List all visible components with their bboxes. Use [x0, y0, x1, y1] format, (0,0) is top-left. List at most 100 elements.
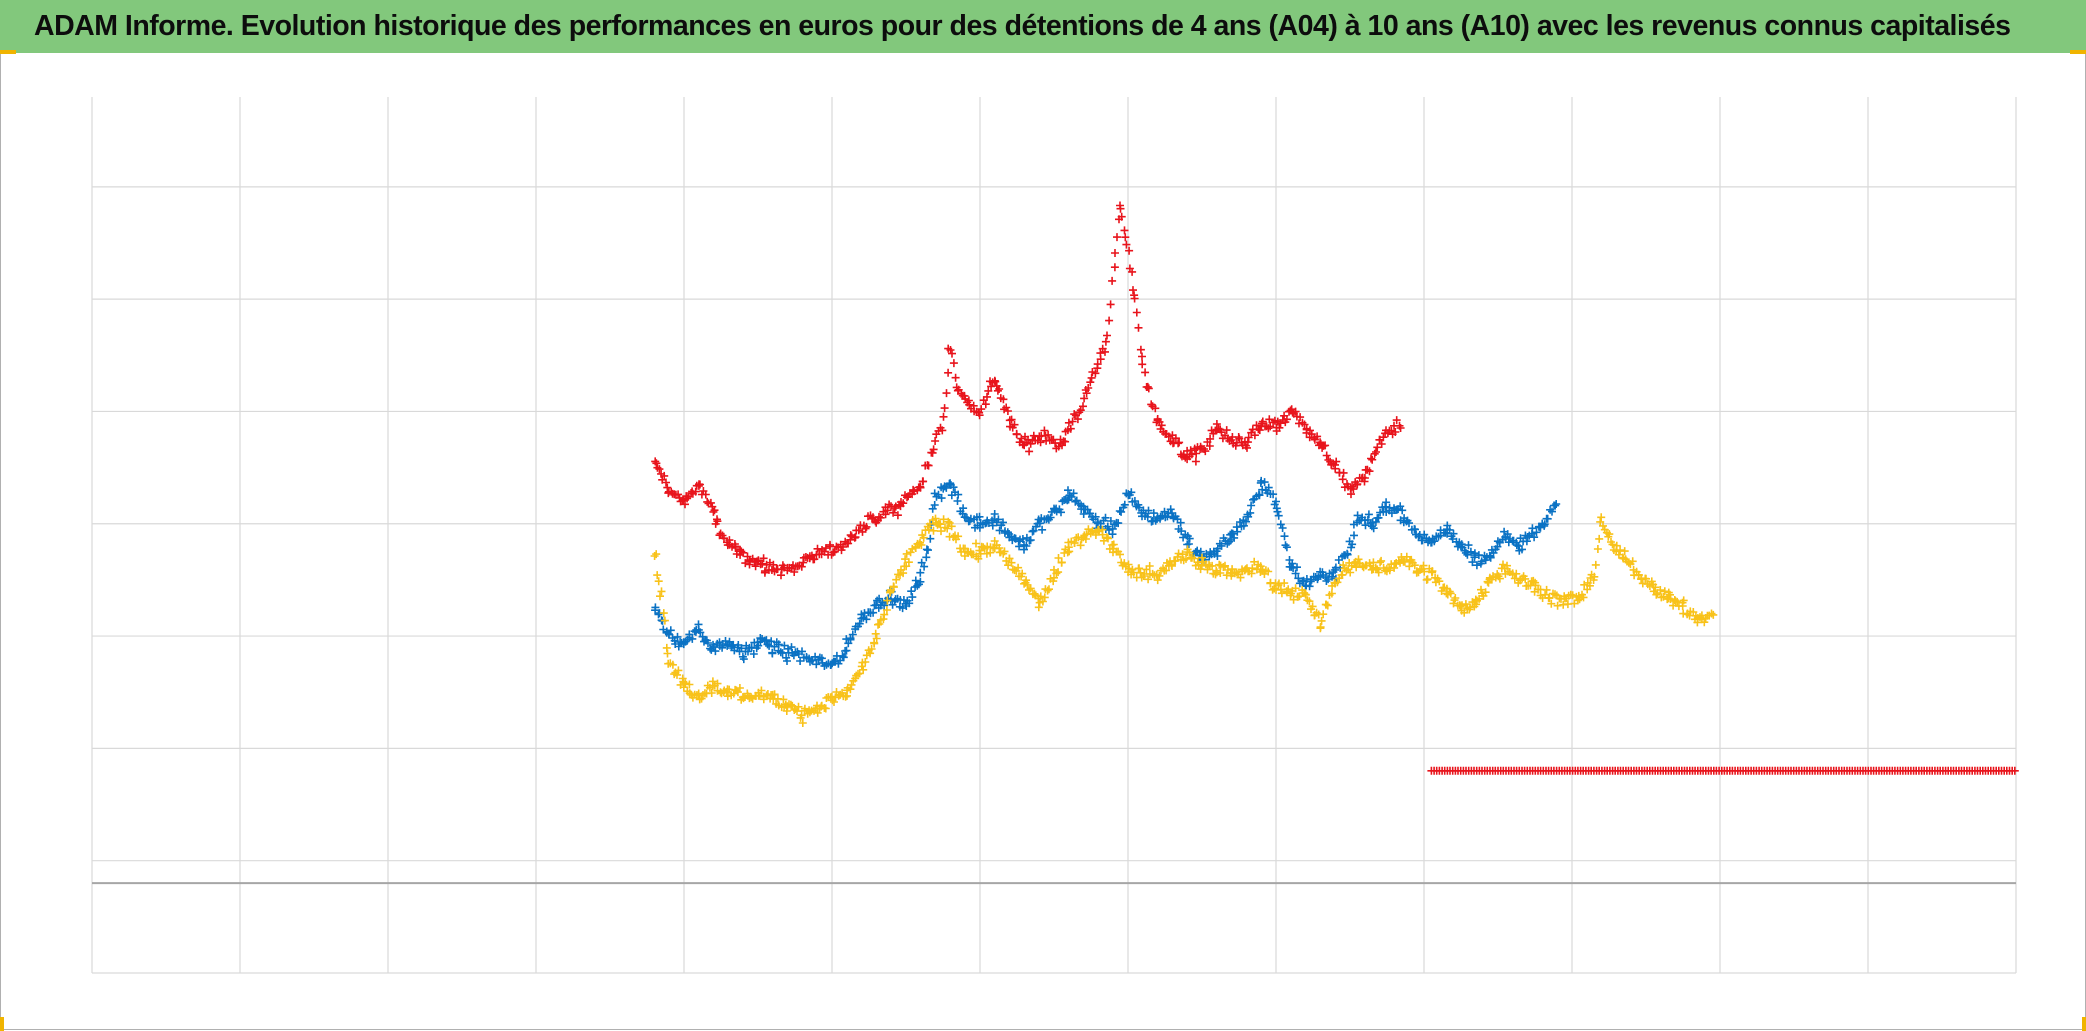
data-point	[1276, 520, 1285, 529]
data-point	[1101, 337, 1110, 346]
data-point	[1038, 525, 1047, 534]
data-point	[1321, 441, 1330, 450]
data-point	[1365, 467, 1374, 476]
data-point	[1420, 567, 1429, 576]
data-point	[1361, 521, 1370, 530]
data-point	[1110, 263, 1119, 272]
data-point	[1108, 530, 1117, 539]
data-point	[1599, 521, 1607, 530]
data-point	[738, 652, 747, 661]
data-point	[1061, 437, 1070, 446]
data-point	[972, 539, 980, 548]
data-point	[854, 526, 863, 535]
data-point	[786, 700, 795, 709]
data-point	[1114, 519, 1123, 528]
data-point	[762, 636, 771, 645]
data-point	[739, 548, 748, 557]
data-point	[1546, 505, 1555, 514]
data-point	[1108, 276, 1117, 285]
data-point	[1585, 581, 1594, 590]
data-point	[681, 500, 689, 509]
data-point	[1319, 610, 1328, 619]
data-point	[1460, 608, 1469, 617]
data-point	[1264, 567, 1273, 576]
data-point	[859, 665, 868, 674]
data-point	[883, 506, 892, 515]
data-point	[1144, 506, 1153, 515]
data-point	[1373, 443, 1382, 452]
data-point	[1155, 571, 1164, 580]
data-point	[1122, 240, 1131, 249]
data-point	[1247, 501, 1256, 510]
data-point	[688, 634, 697, 643]
data-point	[1656, 586, 1665, 594]
data-point	[1000, 547, 1009, 556]
data-point	[794, 702, 803, 711]
data-point	[1242, 517, 1250, 526]
data-point	[1624, 558, 1633, 567]
data-point	[1595, 534, 1604, 543]
data-point	[1093, 360, 1102, 369]
data-point	[869, 608, 878, 617]
data-point	[1084, 384, 1093, 392]
data-point	[1260, 478, 1269, 487]
data-point	[1057, 558, 1066, 567]
series-3	[650, 513, 1718, 727]
data-point	[1054, 554, 1063, 562]
data-point	[1628, 557, 1637, 566]
data-point	[1250, 431, 1259, 440]
data-point	[983, 392, 991, 401]
data-point	[1106, 300, 1115, 309]
data-point	[657, 587, 666, 596]
data-point	[1531, 581, 1540, 590]
data-point	[1035, 519, 1044, 528]
data-point	[1385, 566, 1394, 575]
data-point	[1030, 589, 1039, 598]
data-point	[855, 619, 864, 628]
data-point	[846, 685, 855, 694]
data-point	[1338, 570, 1347, 579]
data-point	[1305, 597, 1314, 606]
data-point	[1084, 525, 1093, 534]
data-point	[694, 481, 703, 490]
data-point	[1529, 576, 1538, 585]
data-point	[1044, 430, 1053, 439]
data-point	[1278, 524, 1287, 532]
data-point	[1333, 578, 1342, 587]
data-point	[1679, 596, 1688, 605]
data-point	[928, 448, 937, 457]
data-point	[755, 691, 764, 700]
data-point	[1079, 402, 1087, 411]
data-point	[1275, 423, 1284, 432]
data-point	[1113, 233, 1121, 242]
data-point	[783, 657, 791, 665]
data-point	[880, 601, 889, 610]
data-point	[1377, 556, 1386, 565]
data-point	[1328, 572, 1336, 581]
data-point	[776, 648, 785, 657]
data-point	[1372, 448, 1380, 456]
data-point	[917, 541, 926, 549]
data-point	[696, 628, 705, 637]
data-point	[1608, 540, 1617, 549]
data-point	[1050, 573, 1058, 582]
data-point	[651, 603, 660, 612]
data-point	[1144, 575, 1153, 584]
data-point	[1036, 592, 1045, 601]
data-point	[1132, 308, 1141, 317]
data-point	[1324, 456, 1333, 464]
data-point	[944, 517, 953, 526]
data-point	[1116, 550, 1124, 559]
data-point	[741, 559, 750, 568]
data-point	[1402, 552, 1411, 561]
data-point	[1166, 505, 1175, 514]
data-point	[1125, 246, 1134, 255]
data-point	[882, 606, 891, 614]
data-point	[1530, 533, 1539, 542]
data-point	[1015, 542, 1024, 551]
data-point	[707, 689, 716, 697]
data-point	[1069, 489, 1078, 498]
data-point	[929, 526, 938, 535]
data-point	[1528, 524, 1537, 533]
data-point	[767, 637, 776, 646]
